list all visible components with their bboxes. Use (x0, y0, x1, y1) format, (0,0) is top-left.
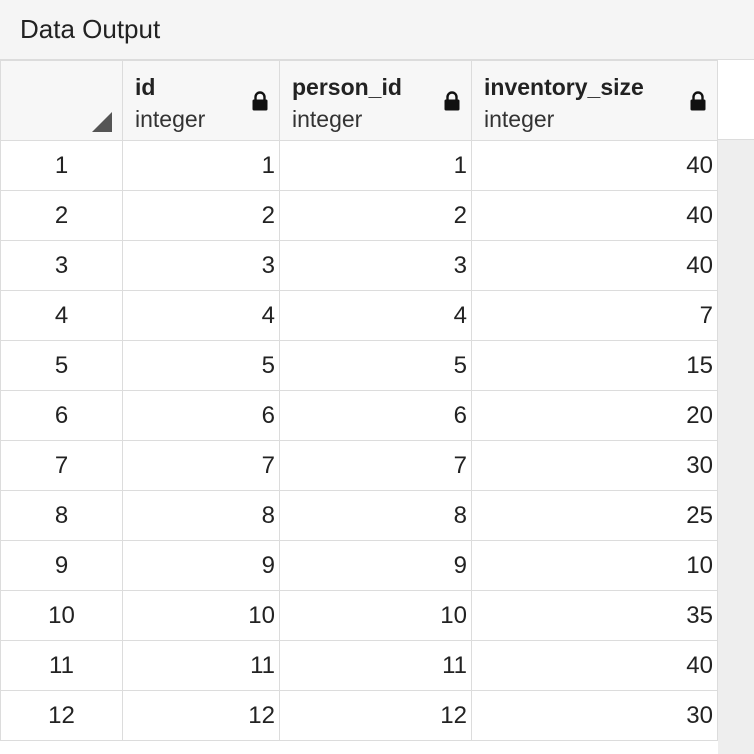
cell-id[interactable]: 9 (122, 540, 280, 591)
table-row[interactable]: 8 8 8 25 (0, 490, 718, 541)
grid-empty-header-area (718, 60, 754, 140)
select-all-triangle-icon[interactable] (92, 112, 112, 132)
column-type: integer (484, 106, 555, 132)
table-row[interactable]: 9 9 9 10 (0, 540, 718, 591)
column-header-inventory-size[interactable]: inventory_size integer (471, 60, 718, 141)
result-grid: id integer person_id integer (0, 60, 754, 754)
cell-inventory-size[interactable]: 25 (471, 490, 718, 541)
cell-inventory-size[interactable]: 10 (471, 540, 718, 591)
row-number-cell[interactable]: 9 (0, 540, 123, 591)
column-name: inventory_size (484, 74, 644, 100)
column-name: id (135, 74, 156, 100)
cell-person-id[interactable]: 8 (279, 490, 472, 541)
table-row[interactable]: 6 6 6 20 (0, 390, 718, 441)
lock-icon (252, 91, 268, 111)
cell-inventory-size[interactable]: 30 (471, 440, 718, 491)
cell-person-id[interactable]: 11 (279, 640, 472, 691)
row-number-cell[interactable]: 5 (0, 340, 123, 391)
row-number-cell[interactable]: 7 (0, 440, 123, 491)
cell-person-id[interactable]: 4 (279, 290, 472, 341)
cell-person-id[interactable]: 7 (279, 440, 472, 491)
cell-inventory-size[interactable]: 7 (471, 290, 718, 341)
lock-icon (444, 91, 460, 111)
cell-inventory-size[interactable]: 40 (471, 140, 718, 191)
row-number-cell[interactable]: 4 (0, 290, 123, 341)
lock-icon (690, 91, 706, 111)
table-row[interactable]: 1 1 1 40 (0, 140, 718, 191)
grid-empty-area (718, 140, 754, 754)
cell-id[interactable]: 7 (122, 440, 280, 491)
cell-id[interactable]: 3 (122, 240, 280, 291)
table-row[interactable]: 11 11 11 40 (0, 640, 718, 691)
row-number-cell[interactable]: 8 (0, 490, 123, 541)
cell-id[interactable]: 1 (122, 140, 280, 191)
row-number-cell[interactable]: 1 (0, 140, 123, 191)
row-number-cell[interactable]: 11 (0, 640, 123, 691)
table-row[interactable]: 5 5 5 15 (0, 340, 718, 391)
cell-inventory-size[interactable]: 35 (471, 590, 718, 641)
table-row[interactable]: 10 10 10 35 (0, 590, 718, 641)
column-name: person_id (292, 74, 402, 100)
result-table: id integer person_id integer (0, 60, 718, 741)
cell-inventory-size[interactable]: 15 (471, 340, 718, 391)
table-row[interactable]: 12 12 12 30 (0, 690, 718, 741)
cell-person-id[interactable]: 1 (279, 140, 472, 191)
table-row[interactable]: 2 2 2 40 (0, 190, 718, 241)
header-row: id integer person_id integer (0, 60, 718, 141)
table-row[interactable]: 3 3 3 40 (0, 240, 718, 291)
cell-person-id[interactable]: 5 (279, 340, 472, 391)
cell-person-id[interactable]: 10 (279, 590, 472, 641)
cell-person-id[interactable]: 9 (279, 540, 472, 591)
data-output-tab[interactable]: Data Output (20, 14, 161, 44)
grid-body: 1 1 1 40 2 2 2 40 3 3 3 40 4 4 4 7 5 5 5 15 6 6 6 20 7 7 7 30 8 8 8 25 9… (0, 140, 718, 741)
column-header-id[interactable]: id integer (122, 60, 280, 141)
cell-id[interactable]: 4 (122, 290, 280, 341)
column-type: integer (135, 106, 206, 132)
cell-inventory-size[interactable]: 30 (471, 690, 718, 741)
cell-id[interactable]: 11 (122, 640, 280, 691)
cell-person-id[interactable]: 3 (279, 240, 472, 291)
panel-tab-bar: Data Output (0, 0, 754, 60)
column-type: integer (292, 106, 363, 132)
cell-inventory-size[interactable]: 40 (471, 640, 718, 691)
cell-id[interactable]: 8 (122, 490, 280, 541)
cell-id[interactable]: 6 (122, 390, 280, 441)
row-number-cell[interactable]: 2 (0, 190, 123, 241)
row-number-cell[interactable]: 3 (0, 240, 123, 291)
select-all-corner[interactable] (0, 60, 123, 141)
cell-person-id[interactable]: 12 (279, 690, 472, 741)
table-row[interactable]: 7 7 7 30 (0, 440, 718, 491)
cell-id[interactable]: 12 (122, 690, 280, 741)
cell-person-id[interactable]: 6 (279, 390, 472, 441)
row-number-cell[interactable]: 6 (0, 390, 123, 441)
cell-inventory-size[interactable]: 20 (471, 390, 718, 441)
row-number-cell[interactable]: 12 (0, 690, 123, 741)
cell-id[interactable]: 2 (122, 190, 280, 241)
cell-id[interactable]: 10 (122, 590, 280, 641)
row-number-cell[interactable]: 10 (0, 590, 123, 641)
column-header-person-id[interactable]: person_id integer (279, 60, 472, 141)
cell-id[interactable]: 5 (122, 340, 280, 391)
cell-inventory-size[interactable]: 40 (471, 240, 718, 291)
cell-inventory-size[interactable]: 40 (471, 190, 718, 241)
cell-person-id[interactable]: 2 (279, 190, 472, 241)
